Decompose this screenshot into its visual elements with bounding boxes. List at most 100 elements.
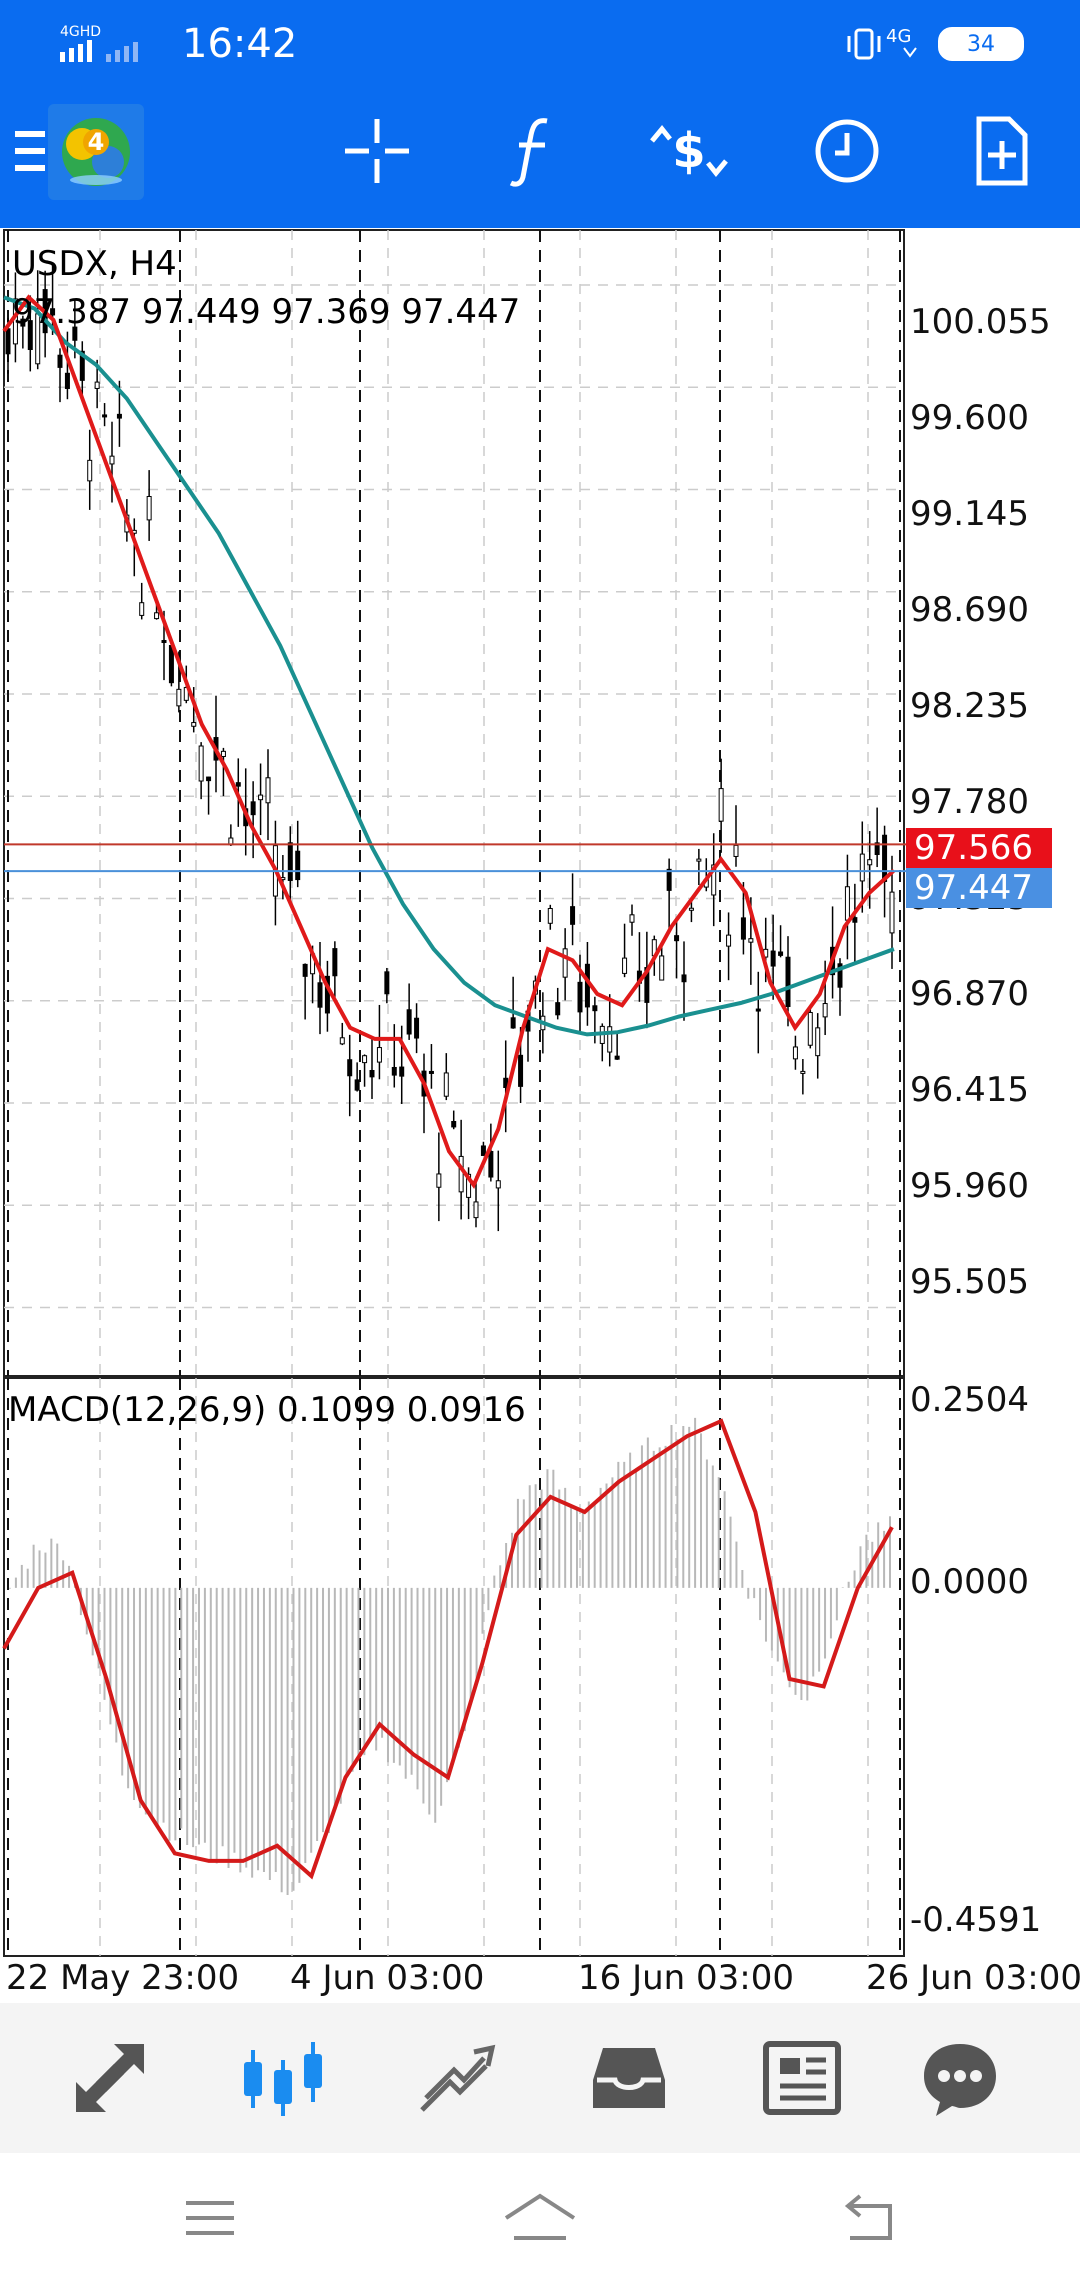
candle-body [27,320,33,351]
indicators-f-icon [509,118,548,187]
candle-body [206,776,212,782]
candle-body [480,1145,486,1156]
candle-body [258,794,264,801]
candle-body [146,496,152,521]
candle-body [807,1012,813,1046]
trade-tab[interactable] [401,2023,511,2133]
chart-toolbar: 4 $ [0,96,1080,224]
date-label: 4 Jun 03:00 [290,1958,485,1998]
candle-body [770,950,776,967]
candle-body [696,858,702,862]
candle-body [317,982,323,1008]
indicators-button[interactable] [480,96,590,206]
candle-body [5,328,11,355]
trade-button[interactable]: $ [634,96,744,206]
candle-body [414,1017,420,1039]
chart-area[interactable]: USDX, H4 97.387 97.449 97.369 97.447 100… [0,228,1080,2003]
macd-label: MACD(12,26,9) 0.1099 0.0916 [8,1390,526,1430]
candle-body [882,834,888,882]
clock-time: 16:42 [182,21,298,67]
candle-body [79,350,85,381]
timeframe-clock-icon [815,119,879,183]
slow-moving-average-line [3,295,895,1037]
candle-body [176,688,182,707]
price-axis-label: 96.870 [910,974,1029,1014]
candle-body [102,414,108,418]
candle-body [547,907,553,924]
candle-body [688,907,694,911]
candle-body [339,1037,345,1045]
network-label: 4GHD [60,24,101,40]
status-right: 4G 34 [844,16,1024,72]
candle-body [785,956,791,1007]
candle-body [562,948,568,978]
candle-body [681,974,687,983]
candle-body [488,1150,494,1178]
battery-level: 34 [967,31,995,57]
chat-tab[interactable] [905,2023,1015,2133]
candle-body [451,1121,457,1128]
date-label: 22 May 23:00 [6,1958,240,1998]
system-navigation [0,2153,1080,2280]
candle-body [332,948,338,977]
candle-body [139,602,145,616]
price-axis-label: 100.055 [910,302,1051,342]
candle-body [428,1070,434,1074]
back-nav-button[interactable] [815,2173,925,2263]
chart-tab[interactable] [228,2023,338,2133]
candle-body [466,1173,472,1198]
price-axis-label: 95.960 [910,1166,1029,1206]
candle-body [518,1054,524,1087]
network-label-right: 4G [886,26,911,47]
quotes-arrows-icon [76,2044,144,2112]
bid-price-tag: 97.447 [906,868,1052,908]
home-nav-button[interactable] [485,2173,595,2263]
status-left: 4GHD 16:42 [58,16,297,72]
candle-body [726,934,732,947]
app-logo-button[interactable]: 4 [46,102,146,202]
candle-body [406,1009,412,1035]
candle-body [116,413,122,419]
news-tab[interactable] [747,2023,857,2133]
price-axis-label: 95.505 [910,1262,1029,1302]
macd-axis-label: 0.0000 [910,1562,1029,1602]
candle-body [889,891,895,934]
menu-nav-button[interactable] [155,2173,265,2263]
candle-body [324,975,330,1014]
app-bar: 4GHD 16:42 4G 34 [0,0,1080,228]
price-axis-label: 99.600 [910,398,1029,438]
candle-body [607,1026,613,1053]
quotes-tab[interactable] [55,2023,165,2133]
timeframe-button[interactable] [792,96,902,206]
candle-body [755,1008,761,1012]
4g-signal-icon: 4G [886,26,917,58]
candle-body [362,1055,368,1064]
price-axis-label: 98.690 [910,590,1029,630]
candle-body [748,938,754,943]
price-chart[interactable] [0,228,1080,2003]
candle-body [399,1066,405,1077]
candle-body [837,963,843,988]
candle-body [50,308,56,316]
candle-body [391,1066,397,1076]
menu-nav-icon [186,2201,234,2235]
crosshair-button[interactable] [322,96,432,206]
new-order-button[interactable] [946,96,1056,206]
macd-signal-line [2,1418,894,1880]
status-bar: 4GHD 16:42 4G 34 [0,0,1080,88]
menu-button[interactable] [0,96,80,206]
metatrader-4-logo: 4 [48,104,144,200]
candle-body [555,1002,561,1016]
newspaper-icon [763,2041,841,2115]
history-tab[interactable] [574,2023,684,2133]
candle-body [20,318,26,327]
candle-body [369,1069,375,1078]
candle-body [740,917,746,940]
price-axis-label: 98.235 [910,686,1029,726]
macd-frame [3,1377,905,1957]
candle-body [436,1173,442,1188]
candle-body [94,381,100,389]
candle-body [852,917,858,923]
candle-body [376,1047,382,1063]
candle-body [800,1070,806,1074]
